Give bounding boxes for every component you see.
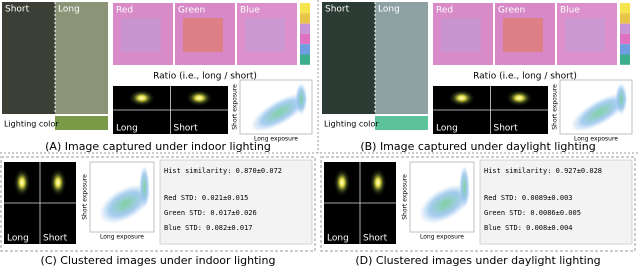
channel-label: Red — [116, 6, 133, 16]
colorbar-segment — [620, 54, 630, 65]
long-image — [375, 2, 428, 114]
hist-label: Short — [494, 124, 519, 134]
scatter-cloud — [570, 93, 629, 132]
stat-line: Blue STD: 0.008±0.004 — [484, 224, 573, 232]
stat-line: Green STD: 0.0086±0.005 — [484, 209, 581, 217]
cluster-box — [0, 156, 316, 252]
scatter-cloud — [615, 82, 627, 116]
ratio-region — [183, 18, 223, 52]
caption: (A) Image captured under indoor lighting — [45, 140, 271, 153]
colorbar-segment — [300, 33, 310, 45]
short-label: Short — [5, 5, 30, 15]
colorbar-segment — [620, 33, 630, 45]
stat-line: Red STD: 0.021±0.015 — [164, 194, 248, 202]
hist-glow — [49, 167, 67, 198]
hist-label: Short — [174, 124, 199, 134]
y-axis-label: Short exposure — [232, 84, 239, 130]
x-axis-label: Long exposure — [420, 234, 464, 241]
hist-label: Short — [363, 234, 388, 244]
y-axis-label: Short exposure — [552, 84, 559, 130]
scatter-cloud — [459, 165, 470, 208]
colorbar-segment — [620, 44, 630, 55]
lighting-label: Lighting color — [4, 120, 59, 129]
hist-label: Long — [7, 234, 29, 244]
hist-label: Long — [327, 234, 349, 244]
caption: (D) Clustered images under daylight ligh… — [355, 254, 600, 267]
x-axis-label: Long exposure — [100, 234, 144, 241]
short-image — [2, 2, 55, 114]
ratio-region — [441, 18, 481, 52]
short-label: Short — [325, 5, 350, 15]
channel-label: Red — [436, 6, 453, 16]
hist-glow — [185, 89, 214, 107]
ratio-region — [121, 18, 161, 52]
ratio-label: Ratio (i.e., long / short) — [473, 72, 577, 82]
long-image — [55, 2, 108, 114]
short-image — [322, 2, 375, 114]
hist-label: Short — [43, 234, 68, 244]
scatter-cloud — [419, 184, 472, 224]
channel-label: Green — [498, 6, 525, 16]
channel-label: Blue — [560, 6, 580, 16]
hist-label: Long — [436, 124, 458, 134]
hist-glow — [447, 89, 476, 107]
caption: (C) Clustered images under indoor lighti… — [41, 254, 276, 267]
channel-label: Green — [178, 6, 205, 16]
cluster-box — [320, 156, 636, 252]
colorbar-segment — [300, 54, 310, 65]
stat-line: Blue STD: 0.082±0.017 — [164, 224, 253, 232]
colorbar-segment — [300, 23, 310, 34]
colorbar-segment — [620, 13, 630, 24]
channel-label: Blue — [240, 6, 260, 16]
colorbar-segment — [620, 3, 630, 14]
hist-glow — [333, 167, 351, 198]
hist-glow — [505, 89, 534, 107]
y-axis-label: Short exposure — [82, 174, 89, 220]
ratio-region — [565, 18, 605, 52]
stat-line: Green STD: 0.017±0.026 — [164, 209, 257, 217]
x-axis-label: Long exposure — [574, 136, 618, 143]
hist-glow — [369, 167, 387, 198]
long-label: Long — [58, 5, 80, 15]
hist-glow — [127, 89, 156, 107]
colorbar-segment — [300, 13, 310, 24]
stats-box — [159, 159, 313, 245]
x-axis-label: Long exposure — [254, 136, 298, 143]
colorbar-segment — [300, 3, 310, 14]
stat-line: Hist similarity: 0.927±0.028 — [484, 167, 602, 175]
ratio-region — [503, 18, 543, 52]
colorbar-segment — [300, 44, 310, 55]
stats-box — [479, 159, 633, 245]
ratio-label: Ratio (i.e., long / short) — [153, 72, 257, 82]
colorbar-segment — [620, 23, 630, 34]
hist-glow — [13, 167, 31, 198]
lighting-swatch — [55, 116, 108, 130]
scatter-cloud — [295, 82, 307, 116]
scatter-cloud — [139, 165, 150, 208]
scatter-cloud — [250, 93, 309, 132]
long-label: Long — [378, 5, 400, 15]
lighting-swatch — [375, 116, 428, 130]
stat-line: Red STD: 0.0089±0.003 — [484, 194, 573, 202]
caption: (B) Image captured under daylight lighti… — [360, 140, 595, 153]
stat-line: Hist similarity: 0.870±0.072 — [164, 167, 282, 175]
y-axis-label: Short exposure — [402, 174, 409, 220]
ratio-region — [245, 18, 285, 52]
hist-label: Long — [116, 124, 138, 134]
scatter-cloud — [99, 184, 152, 224]
lighting-label: Lighting color — [324, 120, 379, 129]
